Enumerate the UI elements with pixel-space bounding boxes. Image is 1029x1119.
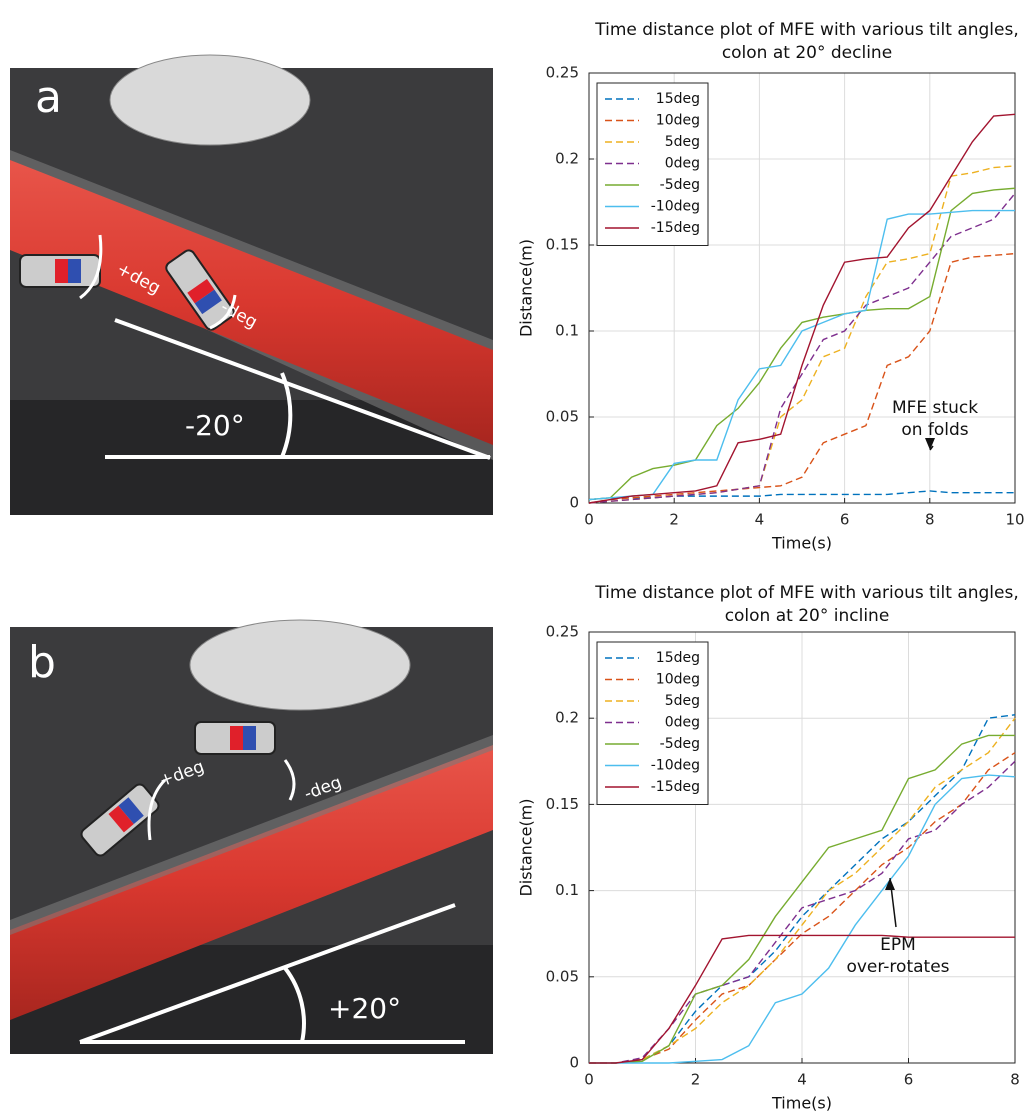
plot-frame — [588, 72, 1016, 504]
x-tick-label: 10 — [1005, 511, 1024, 529]
legend-label: 0deg — [665, 156, 700, 172]
photo-annotation: +20° — [328, 992, 401, 1025]
y-tick-label: 0.1 — [555, 322, 579, 340]
annotation-arrow — [929, 445, 934, 451]
x-tick-label: 6 — [840, 511, 850, 529]
legend-label: -15deg — [651, 779, 700, 795]
legend-label: 5deg — [665, 134, 700, 150]
capsule-icon — [80, 783, 160, 857]
colon-model — [10, 745, 493, 1020]
rotation-arrow — [79, 234, 103, 300]
chart-title: Time distance plot of MFE with various t… — [594, 20, 1019, 40]
y-tick-label: 0.2 — [555, 709, 579, 727]
plot-frame — [588, 631, 1016, 1064]
y-tick-label: 0.05 — [546, 408, 579, 426]
legend-label: 15deg — [656, 650, 700, 666]
data-line — [589, 752, 1016, 1064]
panel-label: b — [28, 637, 56, 688]
x-tick-label: 4 — [797, 1071, 807, 1089]
rotation-arrow — [209, 294, 237, 330]
chart-title: Time distance plot of MFE with various t… — [594, 583, 1019, 603]
x-tick-label: 6 — [904, 1071, 914, 1089]
chart: Time distance plot of MFE with various t… — [517, 20, 1025, 553]
chart-annotation: on folds — [901, 420, 968, 440]
colon-model — [10, 160, 493, 445]
chart-title: colon at 20° incline — [725, 606, 890, 626]
magnet-housing — [109, 54, 311, 146]
data-line — [589, 734, 1015, 1064]
arrow-head — [885, 878, 895, 890]
data-line — [588, 252, 1016, 504]
capsule-icon — [19, 254, 101, 288]
data-line — [588, 209, 1015, 501]
legend-label: -10deg — [651, 758, 700, 774]
y-tick-label: 0.25 — [546, 64, 579, 82]
x-tick-label: 2 — [669, 511, 679, 529]
chart: Time distance plot of MFE with various t… — [517, 583, 1020, 1113]
legend-label: -5deg — [660, 177, 700, 193]
legend-box — [596, 82, 709, 246]
data-line — [588, 187, 1016, 501]
y-tick-label: 0.2 — [555, 150, 579, 168]
legend-box — [596, 641, 709, 805]
legend-label: 5deg — [665, 693, 700, 709]
photo-annotation: -20° — [185, 409, 245, 442]
x-axis-label: Time(s) — [771, 1094, 832, 1113]
legend-label: -5deg — [660, 736, 700, 752]
data-line — [589, 774, 1016, 1064]
x-tick-label: 8 — [925, 511, 935, 529]
data-line — [588, 113, 1016, 504]
y-tick-label: 0.25 — [546, 623, 579, 641]
y-tick-label: 0 — [569, 494, 579, 512]
angle-arc — [283, 966, 306, 1043]
x-axis-label: Time(s) — [771, 534, 832, 553]
rotation-arrow — [147, 778, 167, 841]
photo-a: a +deg -deg -20° — [10, 54, 493, 515]
photo-b: b +deg -deg +20° — [10, 619, 493, 1054]
legend-label: 10deg — [656, 672, 700, 688]
x-tick-label: 8 — [1010, 1071, 1020, 1089]
arrow-head — [925, 438, 935, 450]
data-line — [588, 192, 1016, 504]
magnet-housing — [189, 619, 411, 711]
legend-label: 10deg — [656, 113, 700, 129]
y-axis-label: Distance(m) — [517, 239, 536, 337]
chart-title: colon at 20° decline — [722, 43, 892, 63]
x-tick-label: 0 — [584, 511, 594, 529]
slope-line — [114, 318, 491, 460]
x-tick-label: 4 — [755, 511, 765, 529]
legend-label: 15deg — [656, 91, 700, 107]
legend-label: -10deg — [651, 199, 700, 215]
chart-annotation: over-rotates — [846, 957, 949, 977]
x-tick-label: 0 — [584, 1071, 594, 1089]
y-tick-label: 0.05 — [546, 967, 579, 985]
y-tick-label: 0 — [569, 1054, 579, 1072]
data-line — [589, 717, 1016, 1064]
angle-arc — [280, 372, 293, 458]
x-tick-label: 2 — [691, 1071, 701, 1089]
legend-label: -15deg — [651, 220, 700, 236]
tube-holder — [10, 735, 493, 935]
panel-label: a — [35, 72, 62, 123]
chart-annotation: EPM — [880, 935, 916, 955]
y-tick-label: 0.15 — [546, 236, 579, 254]
y-axis-label: Distance(m) — [517, 798, 536, 896]
chart-annotation: MFE stuck — [892, 398, 978, 418]
data-line — [589, 714, 1016, 1064]
y-tick-label: 0.1 — [555, 881, 579, 899]
capsule-icon — [165, 249, 235, 331]
legend-label: 0deg — [665, 715, 700, 731]
capsule-icon — [194, 721, 276, 755]
slope-line — [79, 903, 456, 1044]
rotation-arrow — [283, 759, 296, 801]
data-line — [589, 934, 1015, 1064]
y-tick-label: 0.15 — [546, 795, 579, 813]
